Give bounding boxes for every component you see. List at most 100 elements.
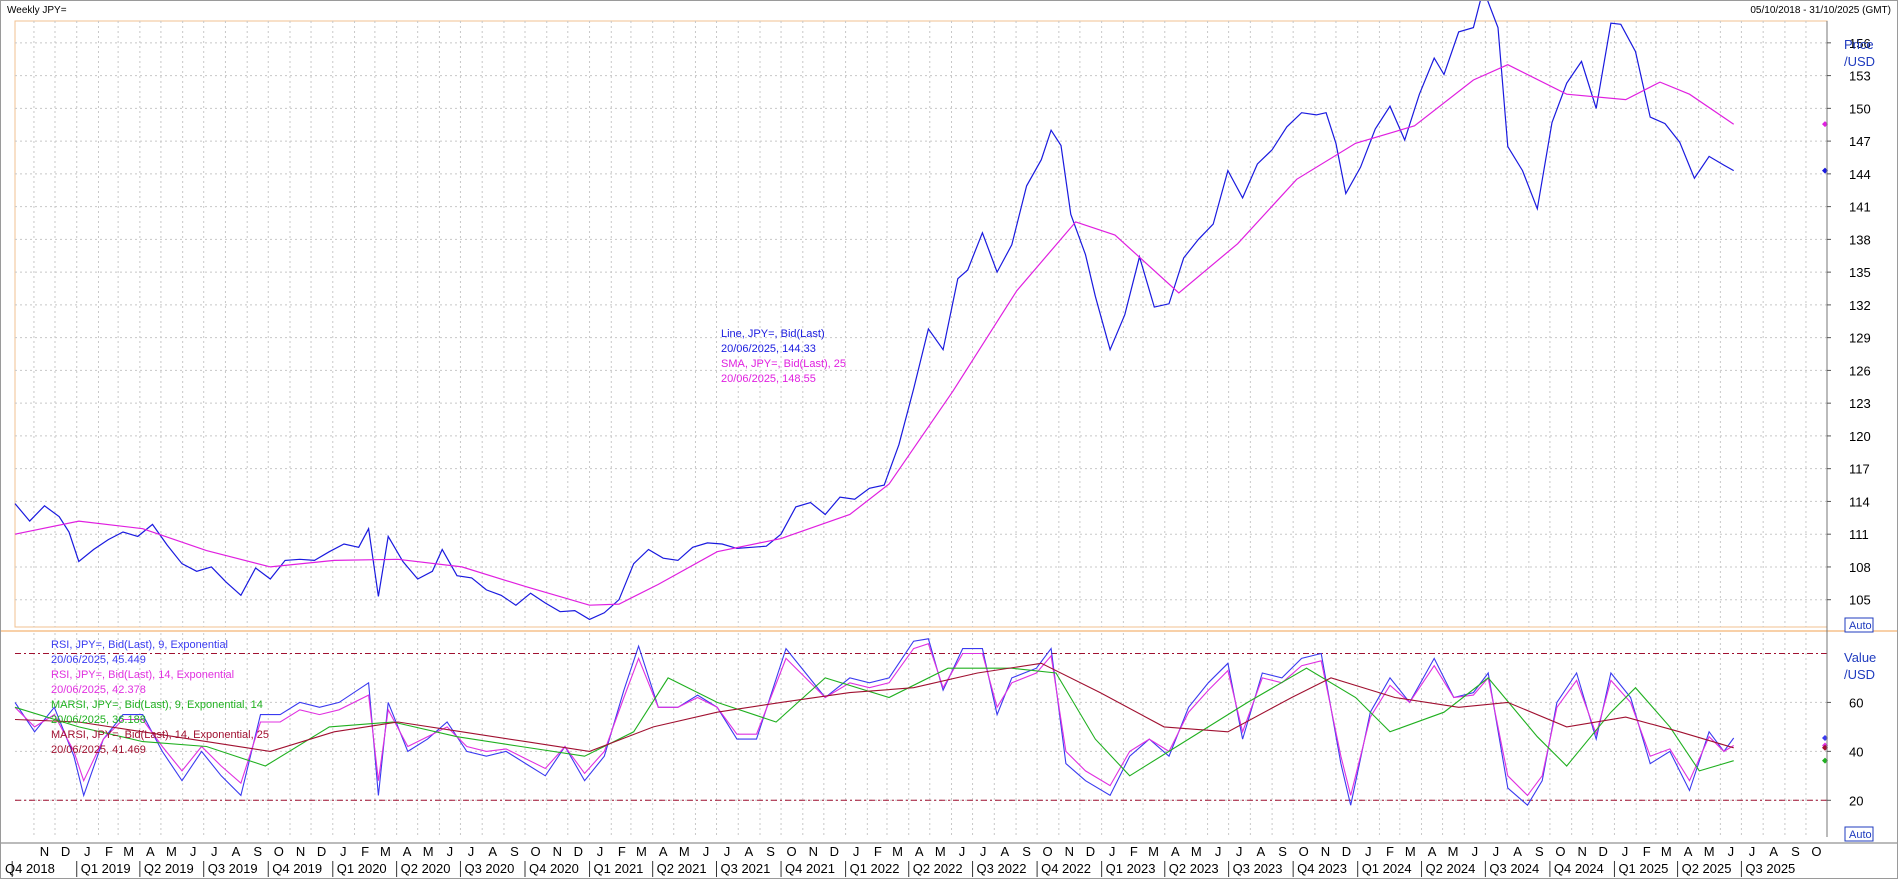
price-tick-label: 135	[1849, 265, 1871, 280]
price-tick-label: 147	[1849, 134, 1871, 149]
month-tick-label: M	[679, 844, 690, 859]
month-tick-label: O	[787, 844, 797, 859]
quarter-tick-label: Q1 2024	[1362, 861, 1412, 876]
price-auto-button[interactable]: Auto	[1844, 617, 1874, 633]
month-tick-label: D	[1342, 844, 1351, 859]
month-tick-label: J	[468, 844, 475, 859]
quarter-tick-label: Q4 2020	[529, 861, 579, 876]
month-tick-label: S	[766, 844, 775, 859]
month-tick-label: D	[830, 844, 839, 859]
month-tick-label: F	[618, 844, 626, 859]
value-auto-button[interactable]: Auto	[1844, 826, 1874, 842]
month-tick-label: F	[874, 844, 882, 859]
month-tick-label: M	[1405, 844, 1416, 859]
month-tick-label: A	[744, 844, 753, 859]
quarter-tick-label: Q1 2023	[1106, 861, 1156, 876]
price-panel-frame	[14, 20, 1828, 628]
month-tick-label: D	[61, 844, 70, 859]
price-legend: Line, JPY=, Bid(Last) 20/06/2025, 144.33…	[721, 327, 846, 387]
quarter-tick-label: Q4 2023	[1297, 861, 1347, 876]
price-tick-label: 108	[1849, 560, 1871, 575]
month-tick-label: J	[853, 844, 860, 859]
indicator-grid	[15, 633, 1827, 837]
month-tick-label: S	[1791, 844, 1800, 859]
month-tick-label: M	[423, 844, 434, 859]
legend-price-name: Line, JPY=, Bid(Last)	[721, 328, 825, 340]
quarter-tick-label: Q3 2019	[208, 861, 258, 876]
month-tick-label: A	[1428, 844, 1437, 859]
month-tick-label: O	[1299, 844, 1309, 859]
month-tick-label: N	[1321, 844, 1330, 859]
legend-marsi14-name: MARSI, JPY=, Bid(Last), 14, Exponential,…	[51, 729, 269, 741]
quarter-tick-label: Q3 2025	[1745, 861, 1795, 876]
month-tick-label: A	[659, 844, 668, 859]
price-tick-label: 138	[1849, 232, 1871, 247]
month-tick-label: J	[84, 844, 91, 859]
month-tick-label: S	[1535, 844, 1544, 859]
quarter-tick-label: Q2 2024	[1426, 861, 1476, 876]
price-tick-label: 153	[1849, 69, 1871, 84]
quarter-tick-label: Q1 2021	[594, 861, 644, 876]
quarter-tick-label: Q4 2024	[1554, 861, 1604, 876]
price-tick-label: 141	[1849, 200, 1871, 215]
value-axis: 105 108 111 114 117 120 123 126 129 132 135 138 141 1…	[1826, 21, 1871, 837]
month-tick-label: A	[1000, 844, 1009, 859]
month-tick-label: F	[1386, 844, 1394, 859]
quarter-tick-label: Q3 2024	[1489, 861, 1539, 876]
month-tick-label: M	[892, 844, 903, 859]
price-tick-label: 120	[1849, 429, 1871, 444]
legend-sma-name: SMA, JPY=, Bid(Last), 25	[721, 358, 847, 370]
month-tick-label: J	[597, 844, 604, 859]
price-tick-label: 114	[1849, 494, 1870, 509]
value-tick-label: 40	[1849, 744, 1863, 759]
value-axis-unit-line2: /USD	[1844, 667, 1875, 682]
marsi14-line	[14, 662, 1734, 752]
month-tick-label: J	[1493, 844, 1500, 859]
month-tick-label: S	[1278, 844, 1287, 859]
price-tick-label: 123	[1849, 396, 1871, 411]
month-tick-label: M	[1661, 844, 1672, 859]
month-tick-label: A	[1171, 844, 1180, 859]
quarter-tick-label: Q2 2025	[1682, 861, 1732, 876]
month-tick-label: D	[1086, 844, 1095, 859]
month-tick-label: N	[296, 844, 305, 859]
month-tick-label: M	[166, 844, 177, 859]
legend-marsi14-value: 20/06/2025, 41.469	[51, 744, 146, 756]
price-tick-label: 117	[1849, 462, 1870, 477]
month-tick-label: J	[1472, 844, 1479, 859]
month-tick-label: N	[1577, 844, 1586, 859]
month-tick-label: M	[1191, 844, 1202, 859]
price-series-layer	[14, 1, 1828, 621]
month-tick-label: J	[1236, 844, 1243, 859]
quarter-tick-label: Q2 2021	[657, 861, 707, 876]
month-tick-label: S	[253, 844, 262, 859]
quarter-tick-label: Q1 2019	[81, 861, 131, 876]
value-tick-label: 20	[1849, 793, 1863, 808]
month-tick-label: A	[232, 844, 241, 859]
price-tick-label: 156	[1849, 36, 1871, 51]
month-tick-label: A	[146, 844, 155, 859]
month-tick-label: D	[574, 844, 583, 859]
month-tick-label: M	[1704, 844, 1715, 859]
sma-line	[14, 64, 1735, 606]
month-tick-label: O	[1811, 844, 1821, 859]
month-tick-label: A	[1769, 844, 1778, 859]
price-auto-label: Auto	[1849, 620, 1872, 632]
chart-title: Weekly JPY=	[7, 5, 67, 16]
price-tick-label: 129	[1849, 331, 1871, 346]
quarter-tick-label: Q2 2019	[144, 861, 194, 876]
month-tick-label: N	[553, 844, 562, 859]
month-tick-label: O	[1555, 844, 1565, 859]
value-auto-label: Auto	[1849, 829, 1872, 841]
quarter-tick-label: Q4 2018	[5, 861, 55, 876]
month-tick-label: F	[361, 844, 369, 859]
legend-price-value: 20/06/2025, 144.33	[721, 343, 816, 355]
month-tick-label: S	[1022, 844, 1031, 859]
quarter-tick-label: Q4 2019	[272, 861, 322, 876]
indicator-series-layer	[14, 638, 1828, 807]
quarter-tick-label: Q3 2022	[977, 861, 1027, 876]
legend-rsi14-value: 20/06/2025, 42.378	[51, 684, 146, 696]
month-tick-label: N	[1065, 844, 1074, 859]
month-tick-label: J	[211, 844, 218, 859]
